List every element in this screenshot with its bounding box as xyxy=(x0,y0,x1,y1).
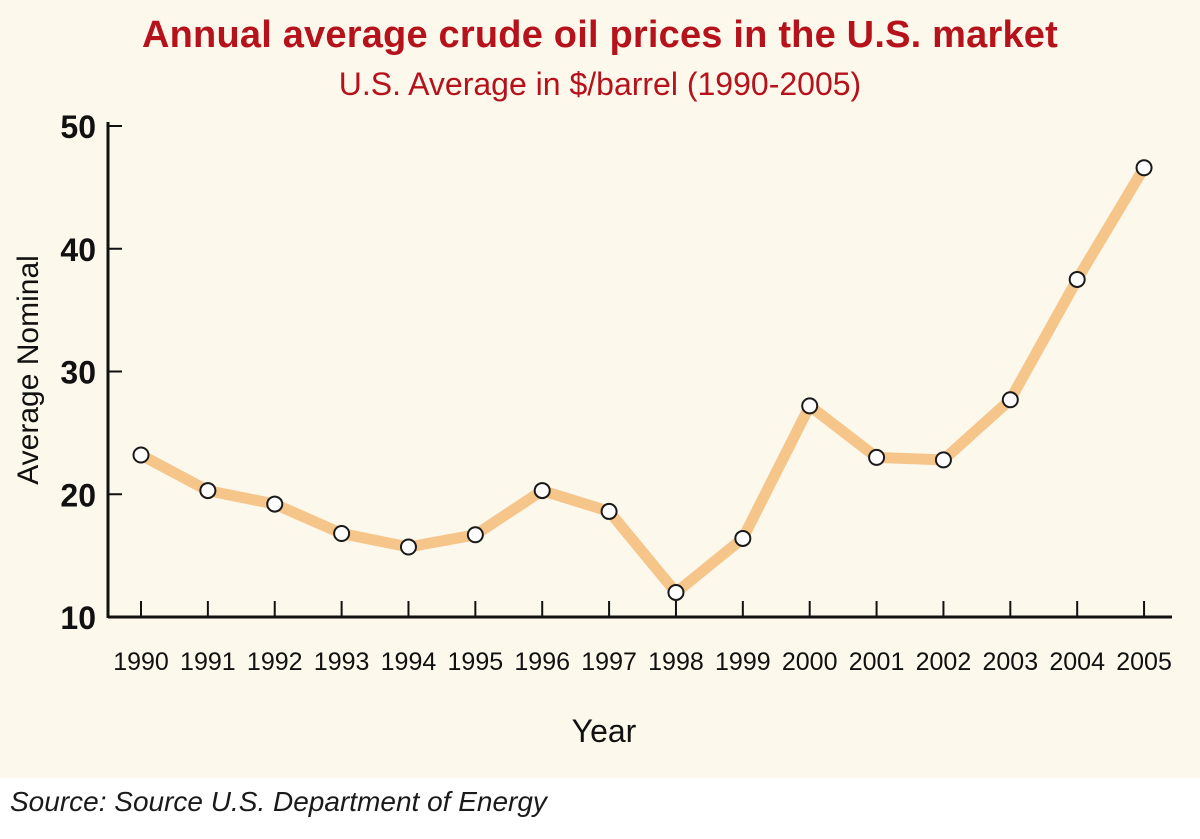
data-point xyxy=(1068,270,1086,288)
y-ticks: 10 20 30 40 50 xyxy=(60,109,122,636)
data-point xyxy=(399,538,417,556)
data-point xyxy=(266,495,284,513)
x-tick-label: 2005 xyxy=(1116,648,1172,676)
x-axis-label: Year xyxy=(572,713,637,749)
data-point xyxy=(199,482,217,500)
data-point xyxy=(868,448,886,466)
x-tick-label: 1990 xyxy=(113,648,169,676)
data-point xyxy=(533,482,551,500)
x-tick-label: 1998 xyxy=(648,648,704,676)
data-point xyxy=(801,397,819,415)
y-tick-label: 10 xyxy=(60,600,96,636)
x-tick-label: 2000 xyxy=(782,648,838,676)
x-ticks: 1990 1991 1992 1993 1994 1995 1996 1997 1998 1999… xyxy=(113,601,1172,676)
series-line xyxy=(135,162,1150,598)
y-tick-label: 50 xyxy=(60,109,96,145)
series-group xyxy=(132,159,1153,601)
chart-subtitle: U.S. Average in $/barrel (1990-2005) xyxy=(338,66,862,102)
data-point xyxy=(600,502,618,520)
x-tick-label: 1999 xyxy=(715,648,771,676)
data-point xyxy=(1135,159,1153,177)
x-tick-label: 1991 xyxy=(180,648,236,676)
chart-panel: Annual average crude oil prices in the U… xyxy=(0,0,1200,778)
x-tick-label: 1996 xyxy=(514,648,570,676)
y-tick-label: 20 xyxy=(60,477,96,513)
y-tick-label: 30 xyxy=(60,355,96,391)
x-tick-label: 1992 xyxy=(247,648,303,676)
x-tick-label: 2003 xyxy=(982,648,1038,676)
data-point xyxy=(667,583,685,601)
x-tick-label: 2001 xyxy=(849,648,905,676)
x-tick-label: 1993 xyxy=(314,648,370,676)
y-axis-label: Average Nominal xyxy=(12,255,45,485)
data-point xyxy=(333,525,351,543)
x-tick-label: 1995 xyxy=(448,648,504,676)
data-point xyxy=(1001,391,1019,409)
source-note: Source: Source U.S. Department of Energy xyxy=(10,786,547,817)
data-point xyxy=(934,451,952,469)
x-tick-label: 1994 xyxy=(381,648,437,676)
x-tick-label: 2004 xyxy=(1049,648,1105,676)
x-tick-label: 1997 xyxy=(581,648,637,676)
data-point xyxy=(734,529,752,547)
data-point xyxy=(132,446,150,464)
data-point xyxy=(466,526,484,544)
chart-title: Annual average crude oil prices in the U… xyxy=(142,14,1058,56)
y-tick-label: 40 xyxy=(60,232,96,268)
x-tick-label: 2002 xyxy=(916,648,972,676)
